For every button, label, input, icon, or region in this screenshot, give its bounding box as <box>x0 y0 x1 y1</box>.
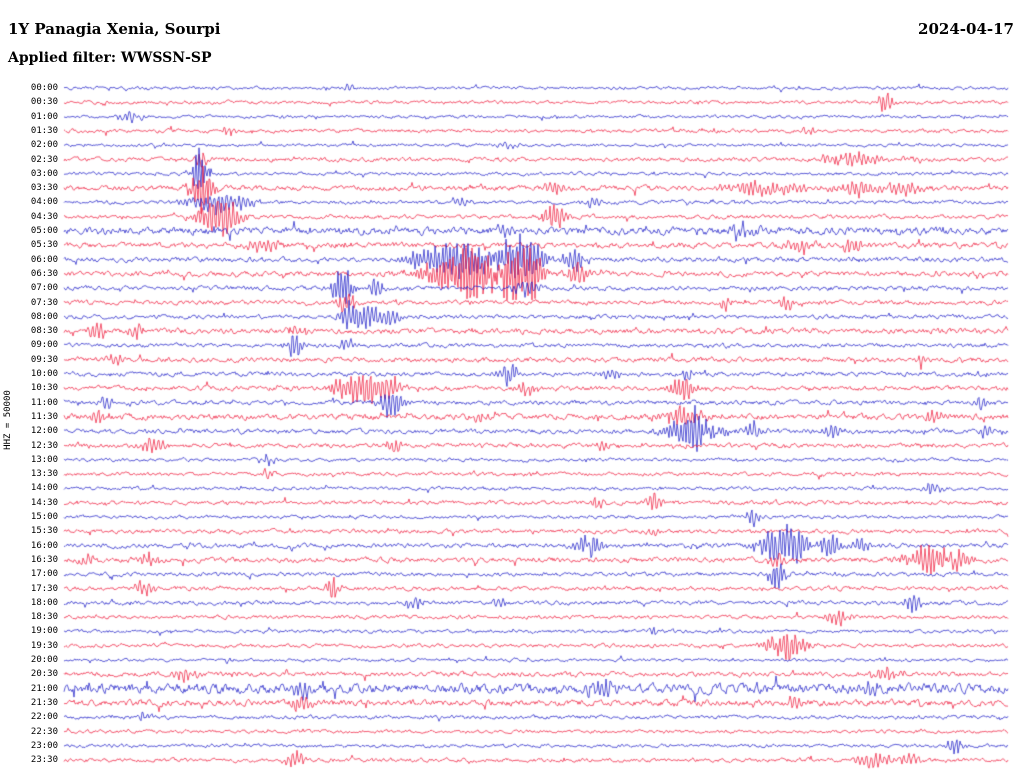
trace-time-label: 15:30 <box>30 526 58 537</box>
trace-time-label: 23:00 <box>30 740 58 751</box>
trace-time-label: 23:30 <box>30 755 58 766</box>
trace-time-label: 03:00 <box>30 168 58 179</box>
trace-time-label: 02:30 <box>30 154 58 165</box>
trace-time-label: 17:00 <box>30 569 58 580</box>
trace-time-label: 03:30 <box>30 183 58 194</box>
trace-time-label: 10:30 <box>30 383 58 394</box>
trace-time-label: 08:00 <box>30 311 58 322</box>
trace-time-label: 00:00 <box>30 83 58 93</box>
trace-time-label: 11:30 <box>30 411 58 422</box>
trace-time-label: 14:30 <box>30 497 58 508</box>
trace-time-label: 04:00 <box>30 197 58 208</box>
trace-time-label: 05:00 <box>30 226 58 236</box>
trace-time-label: 11:00 <box>30 397 58 408</box>
trace-time-label: 10:00 <box>30 369 58 379</box>
applied-filter-label: Applied filter: WWSSN-SP <box>8 50 212 66</box>
trace-time-label: 07:00 <box>30 283 58 294</box>
trace-time-label: 21:00 <box>30 683 58 694</box>
trace-time-label: 16:00 <box>30 540 58 551</box>
trace-time-label: 07:30 <box>30 297 58 308</box>
trace-time-label: 22:00 <box>30 712 58 723</box>
record-date: 2024-04-17 <box>918 20 1014 38</box>
trace-time-label: 18:00 <box>30 597 58 608</box>
trace-time-label: 12:30 <box>30 440 58 451</box>
trace-time-label: 08:30 <box>30 326 58 337</box>
trace-time-label: 06:30 <box>30 268 58 279</box>
trace-time-label: 05:30 <box>30 240 58 251</box>
trace-time-label: 22:30 <box>30 726 58 737</box>
trace-time-label: 17:30 <box>30 583 58 594</box>
trace-time-label: 16:30 <box>30 554 58 565</box>
trace-time-label: 02:00 <box>30 140 58 151</box>
trace-time-label: 21:30 <box>30 697 58 708</box>
trace-time-label: 18:30 <box>30 612 58 623</box>
trace-time-label: 01:30 <box>30 125 58 136</box>
amplitude-scale-label: HHZ = 50000 <box>3 390 13 450</box>
station-title: 1Y Panagia Xenia, Sourpi <box>8 20 221 38</box>
trace-time-label: 14:00 <box>30 483 58 494</box>
trace-time-label: 09:00 <box>30 340 58 351</box>
time-axis-labels: 00:00 00:30 01:00 01:30 02:00 02:30 03:00 03:30… <box>0 0 60 780</box>
trace-time-label: 15:00 <box>30 512 58 522</box>
trace-time-label: 13:00 <box>30 454 58 465</box>
trace-time-label: 13:30 <box>30 469 58 480</box>
trace-time-label: 20:30 <box>30 669 58 680</box>
trace-time-label: 20:00 <box>30 655 58 665</box>
trace-time-label: 12:00 <box>30 426 58 437</box>
trace-time-label: 01:00 <box>30 111 58 122</box>
trace-time-label: 19:00 <box>30 626 58 637</box>
trace-time-label: 04:30 <box>30 211 58 222</box>
trace-time-label: 09:30 <box>30 354 58 365</box>
trace-time-label: 00:30 <box>30 97 58 108</box>
trace-time-label: 06:00 <box>30 254 58 265</box>
trace-time-label: 19:30 <box>30 640 58 651</box>
